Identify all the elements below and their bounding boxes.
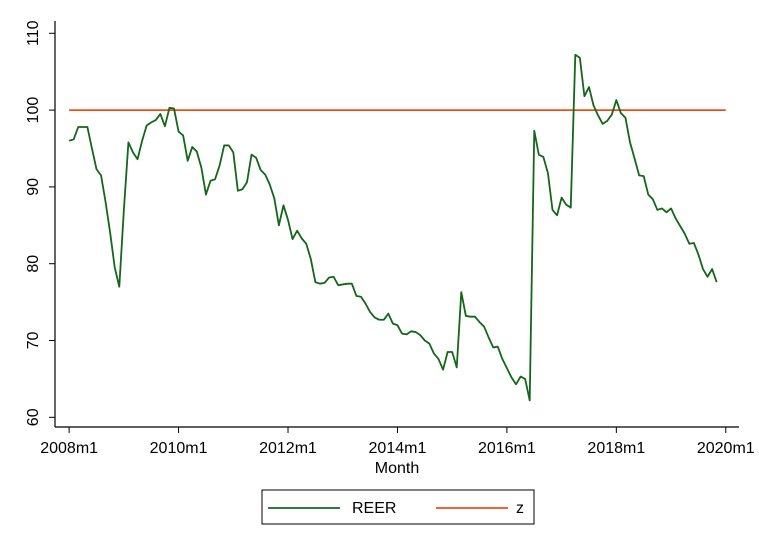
legend-label: z	[516, 500, 524, 517]
x-tick-label: 2014m1	[369, 440, 427, 457]
y-tick-label: 70	[25, 332, 42, 350]
y-tick-label: 60	[25, 408, 42, 426]
x-tick-label: 2016m1	[478, 440, 536, 457]
legend-label: REER	[352, 500, 396, 517]
x-tick-label: 2018m1	[587, 440, 645, 457]
x-tick-label: 2020m1	[697, 440, 755, 457]
y-tick-label: 110	[25, 20, 42, 46]
x-tick-label: 2008m1	[40, 440, 98, 457]
x-axis-title: Month	[375, 460, 419, 477]
legend	[261, 489, 535, 525]
y-tick-label: 80	[25, 255, 42, 273]
series-line	[68, 53, 718, 402]
x-tick-label: 2012m1	[259, 440, 317, 457]
y-tick-label: 90	[25, 178, 42, 196]
y-tick-label: 100	[25, 97, 42, 124]
x-tick-label: 2010m1	[150, 440, 208, 457]
